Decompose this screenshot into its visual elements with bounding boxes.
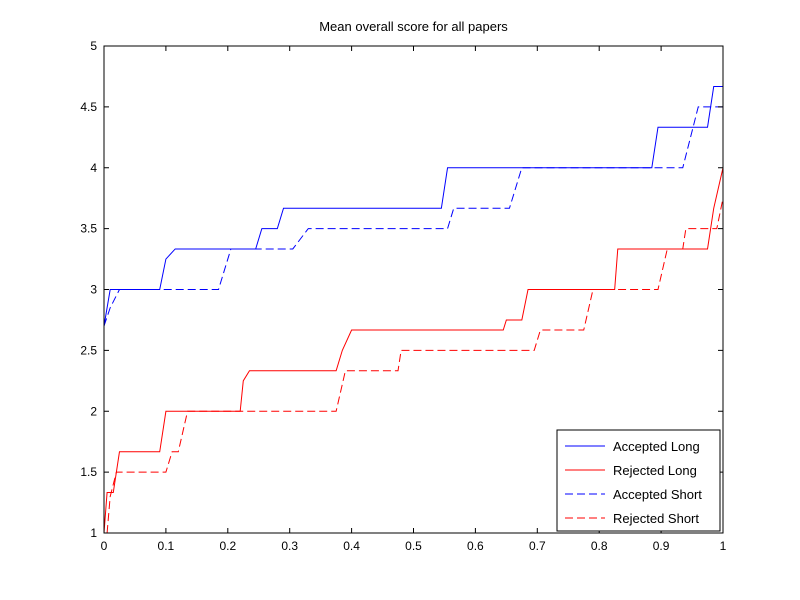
y-tick-label: 1 [90, 526, 97, 540]
x-tick-label: 0.6 [467, 539, 484, 553]
axes-layer: 0 0.1 0.2 0.3 0.4 0.5 0.6 0.7 0.8 0.9 1 1 1.5 2 2.5 3 3.… [80, 39, 726, 553]
x-tick-label: 0.9 [653, 539, 670, 553]
x-tick-label: 0.3 [281, 539, 298, 553]
legend-label: Accepted Short [613, 487, 702, 502]
x-tick-label: 0.5 [405, 539, 422, 553]
legend-label: Accepted Long [613, 439, 700, 454]
series-line-rejected-long [103, 167, 724, 534]
y-tick-label: 1.5 [80, 465, 97, 479]
y-tick-label: 5 [90, 39, 97, 53]
x-tick-label: 0.7 [529, 539, 546, 553]
y-tick-label: 2 [90, 404, 97, 418]
legend-label: Rejected Short [613, 511, 699, 526]
y-tick-label: 4 [90, 161, 97, 175]
series-line-rejected-short [106, 198, 724, 534]
series-line-accepted-long [103, 86, 723, 327]
x-tick-label: 0.1 [158, 539, 175, 553]
x-tick-label: 0.8 [591, 539, 608, 553]
x-tick-label: 0 [101, 539, 108, 553]
x-tick-label: 1 [720, 539, 727, 553]
legend-box [556, 429, 721, 532]
x-tick-label: 0.4 [343, 539, 360, 553]
series-line-accepted-short [103, 106, 723, 327]
y-tick-label: 3 [90, 283, 97, 297]
legend: Accepted Long Rejected Long Accepted Short… [556, 429, 721, 532]
y-tick-label: 3.5 [80, 222, 97, 236]
x-tick-label: 0.2 [219, 539, 236, 553]
y-tick-label: 2.5 [80, 343, 97, 357]
chart-title: Mean overall score for all papers [319, 19, 508, 34]
series-layer [103, 86, 724, 534]
y-tick-label: 4.5 [80, 100, 97, 114]
legend-label: Rejected Long [613, 463, 697, 478]
